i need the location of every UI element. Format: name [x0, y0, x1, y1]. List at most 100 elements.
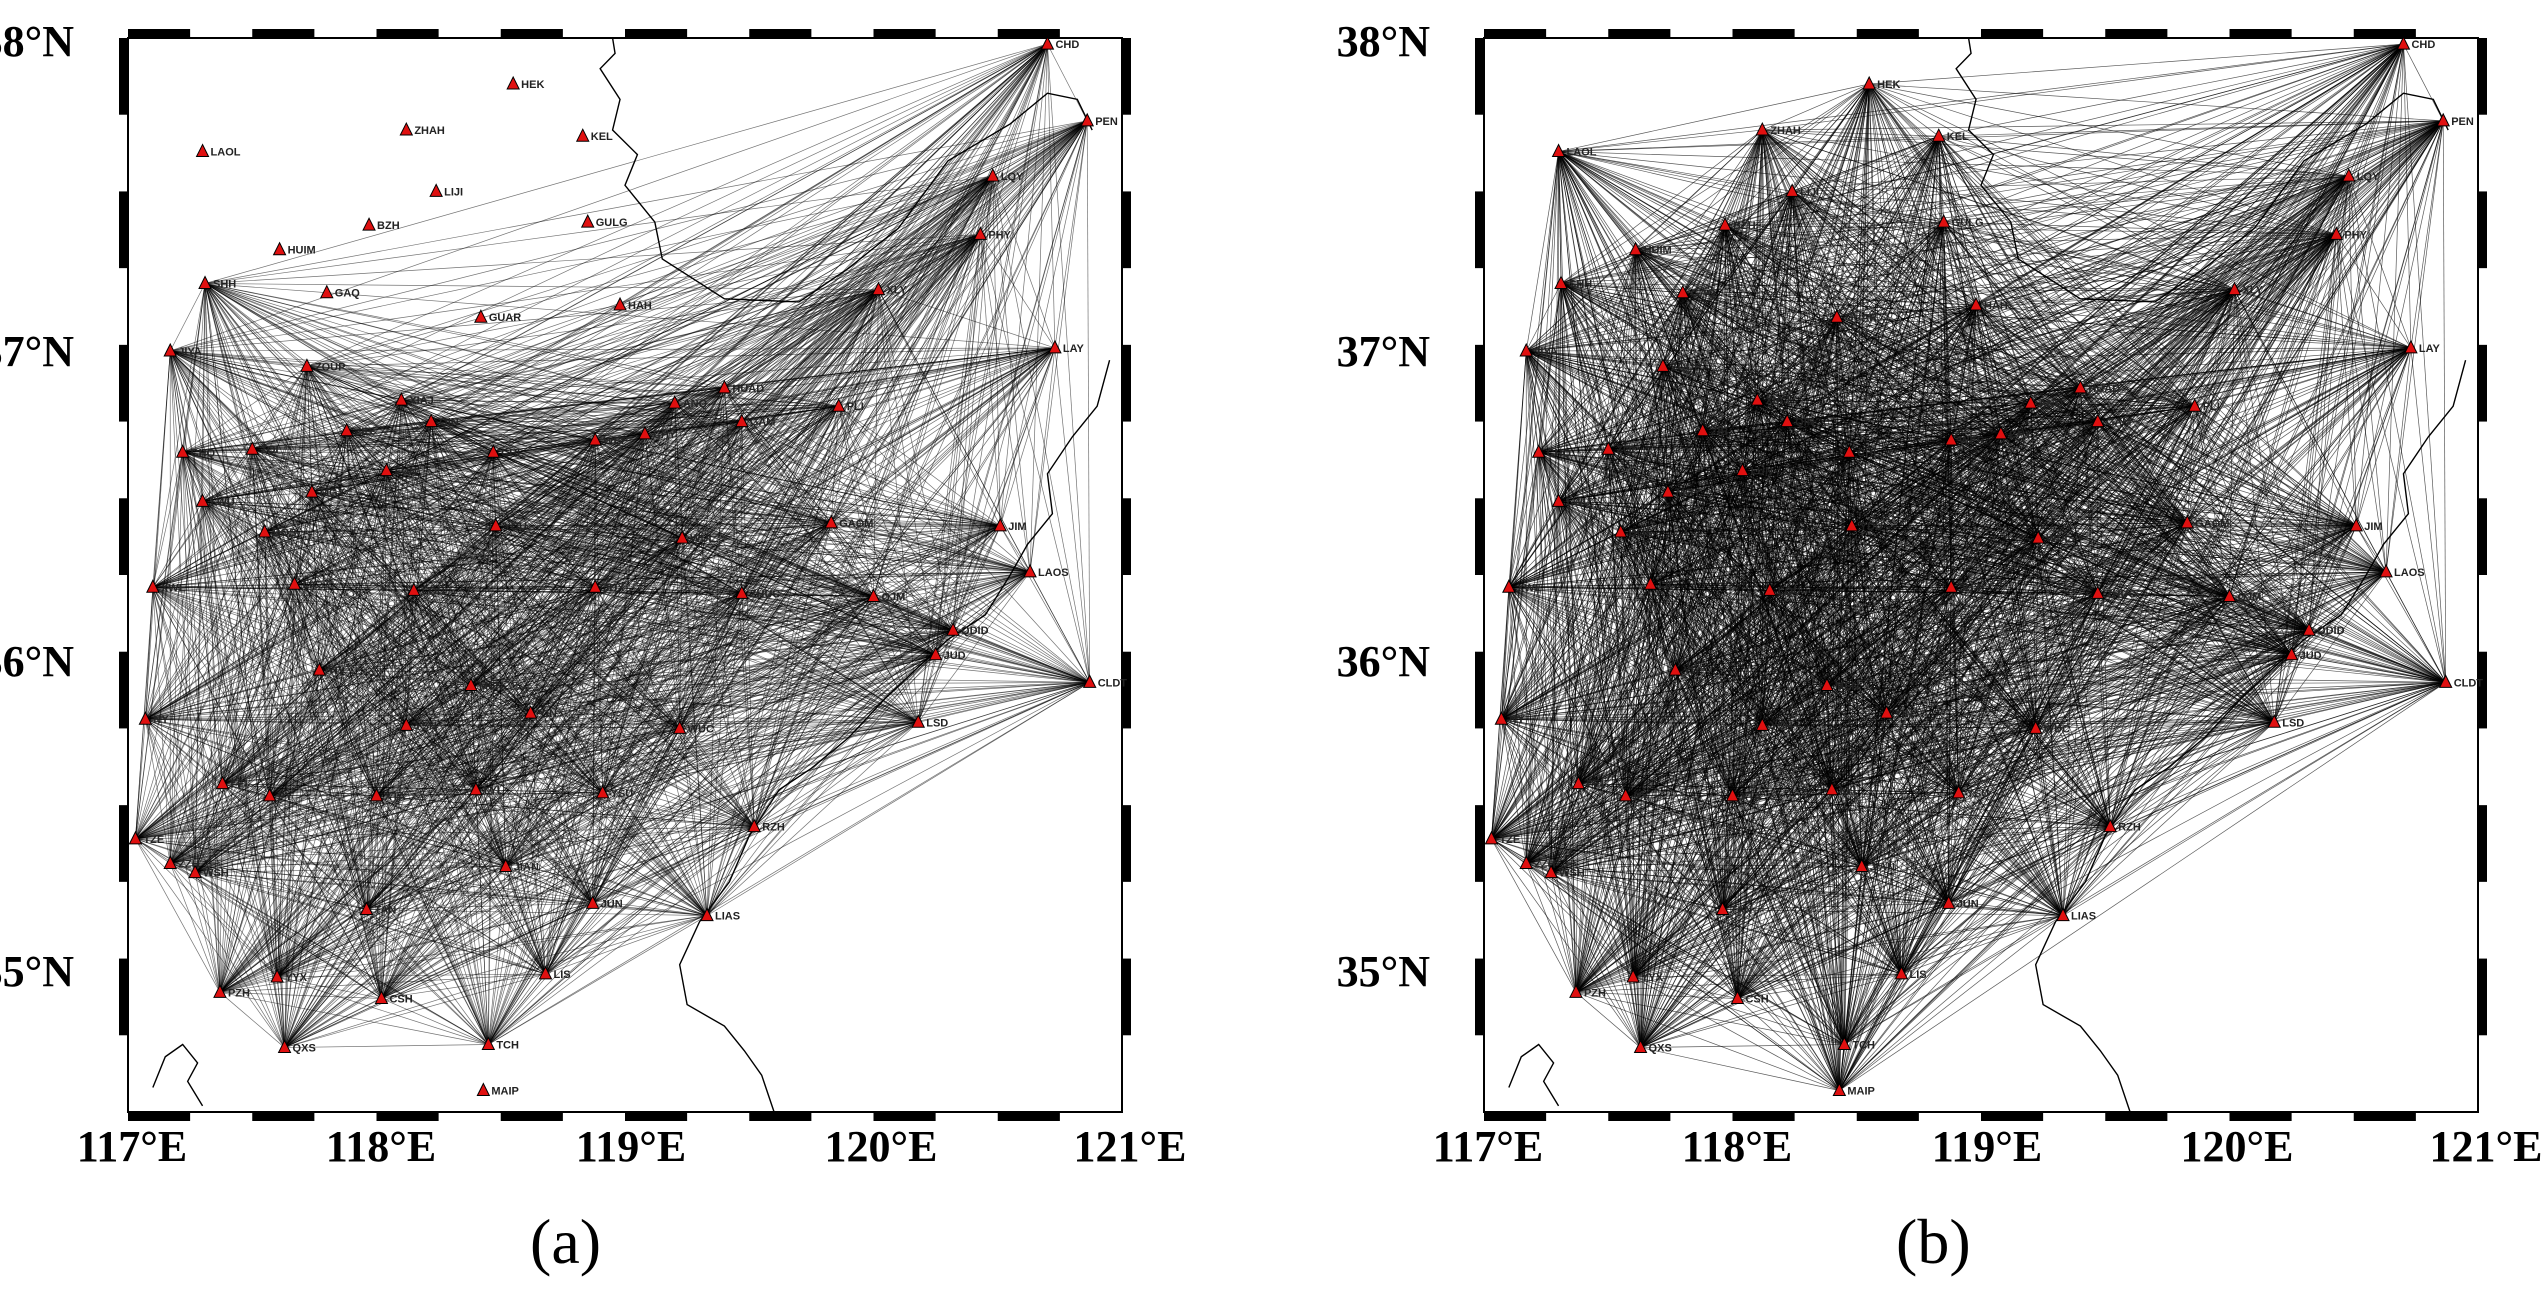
baseline: [1975, 304, 2411, 349]
baseline: [1761, 421, 1788, 726]
baseline: [182, 452, 221, 993]
baseline: [505, 587, 596, 867]
baseline: [401, 400, 415, 591]
station-marker-lun: [379, 462, 394, 477]
baseline: [1725, 224, 2235, 290]
baseline: [405, 590, 415, 726]
baseline: [1742, 421, 1788, 471]
baseline: [386, 470, 1090, 683]
baseline: [1742, 470, 2387, 573]
baseline: [431, 387, 725, 422]
baseline: [475, 789, 755, 827]
baseline: [1839, 903, 1949, 1091]
baseline: [319, 405, 839, 671]
station-marker-tch: [481, 1036, 496, 1050]
baseline: [269, 584, 295, 796]
baseline: [145, 719, 171, 864]
baseline: [1635, 234, 2337, 251]
baseline: [753, 522, 832, 827]
baseline: [1667, 492, 1723, 910]
baseline: [1938, 43, 2404, 137]
baseline: [2030, 402, 2446, 683]
baseline: [1667, 430, 1703, 493]
baseline: [1620, 421, 1788, 533]
station-label-jian: JIAN: [514, 862, 539, 874]
baseline: [1632, 795, 1733, 978]
baseline: [386, 470, 683, 539]
baseline: [1722, 452, 1850, 910]
baseline: [1526, 347, 2411, 352]
baseline: [1550, 366, 1664, 873]
baseline: [530, 439, 596, 714]
baseline: [376, 400, 402, 796]
baseline: [1702, 402, 2031, 432]
baseline: [284, 439, 596, 1048]
baseline: [413, 439, 596, 591]
frame-tick: [500, 1112, 563, 1121]
baseline: [386, 470, 496, 527]
baseline: [1724, 224, 2039, 539]
baseline: [602, 792, 755, 827]
station-label-lic: LIC: [302, 579, 320, 591]
baseline: [1558, 501, 1845, 1045]
frame-tick: [997, 1112, 1060, 1121]
baseline: [1667, 492, 1676, 671]
station-label-jun: JUN: [601, 898, 623, 910]
baseline: [1608, 448, 1669, 493]
baseline: [1757, 387, 2081, 401]
baseline: [488, 522, 832, 1045]
baseline: [592, 721, 919, 904]
baseline: [2194, 406, 2292, 655]
baseline: [152, 586, 472, 686]
baseline: [294, 583, 407, 726]
baseline: [1578, 531, 1622, 784]
baseline: [1757, 400, 1771, 591]
baseline: [1508, 586, 1833, 791]
baseline: [1526, 43, 2404, 352]
baseline: [595, 289, 879, 441]
baseline: [252, 448, 494, 453]
baseline: [376, 587, 596, 797]
baseline: [276, 347, 1056, 978]
baseline: [592, 587, 596, 904]
baseline: [2080, 387, 2387, 573]
baseline: [1560, 249, 1636, 284]
baseline: [1508, 587, 1579, 784]
baseline: [152, 405, 839, 588]
baseline: [1786, 421, 1863, 867]
baseline: [1525, 470, 1743, 864]
station-label-ny: NY: [153, 714, 169, 726]
baseline: [135, 795, 377, 840]
station-marker-cldt: [1082, 674, 1097, 688]
baseline: [1508, 405, 2195, 588]
baseline: [202, 289, 879, 502]
baseline: [741, 421, 954, 631]
baseline: [741, 522, 832, 594]
station-marker-liji: [429, 183, 443, 197]
baseline: [594, 439, 603, 793]
station-label-laol: LAOL: [211, 147, 241, 159]
station-label-tze: TZE: [143, 834, 164, 846]
baseline: [1948, 525, 2357, 904]
baseline: [366, 400, 402, 910]
baseline: [1491, 584, 1651, 840]
baseline: [1737, 789, 1833, 999]
baseline: [1501, 629, 2310, 720]
baseline: [1769, 421, 1788, 591]
baseline: [488, 682, 1090, 1045]
baseline: [170, 350, 432, 422]
baseline: [269, 537, 683, 797]
baseline: [706, 406, 840, 916]
baseline: [1578, 537, 2039, 784]
baseline: [873, 596, 919, 723]
baseline: [1667, 43, 2404, 493]
baseline: [1575, 682, 2446, 993]
baseline: [294, 492, 313, 585]
baseline: [401, 387, 725, 401]
baseline: [1675, 669, 1887, 714]
baseline: [2080, 387, 2230, 597]
baseline: [1575, 430, 1704, 993]
baseline: [152, 587, 171, 864]
station-label-ydu: YDU: [504, 521, 527, 533]
station-label-maip: MAIP: [491, 1086, 518, 1098]
